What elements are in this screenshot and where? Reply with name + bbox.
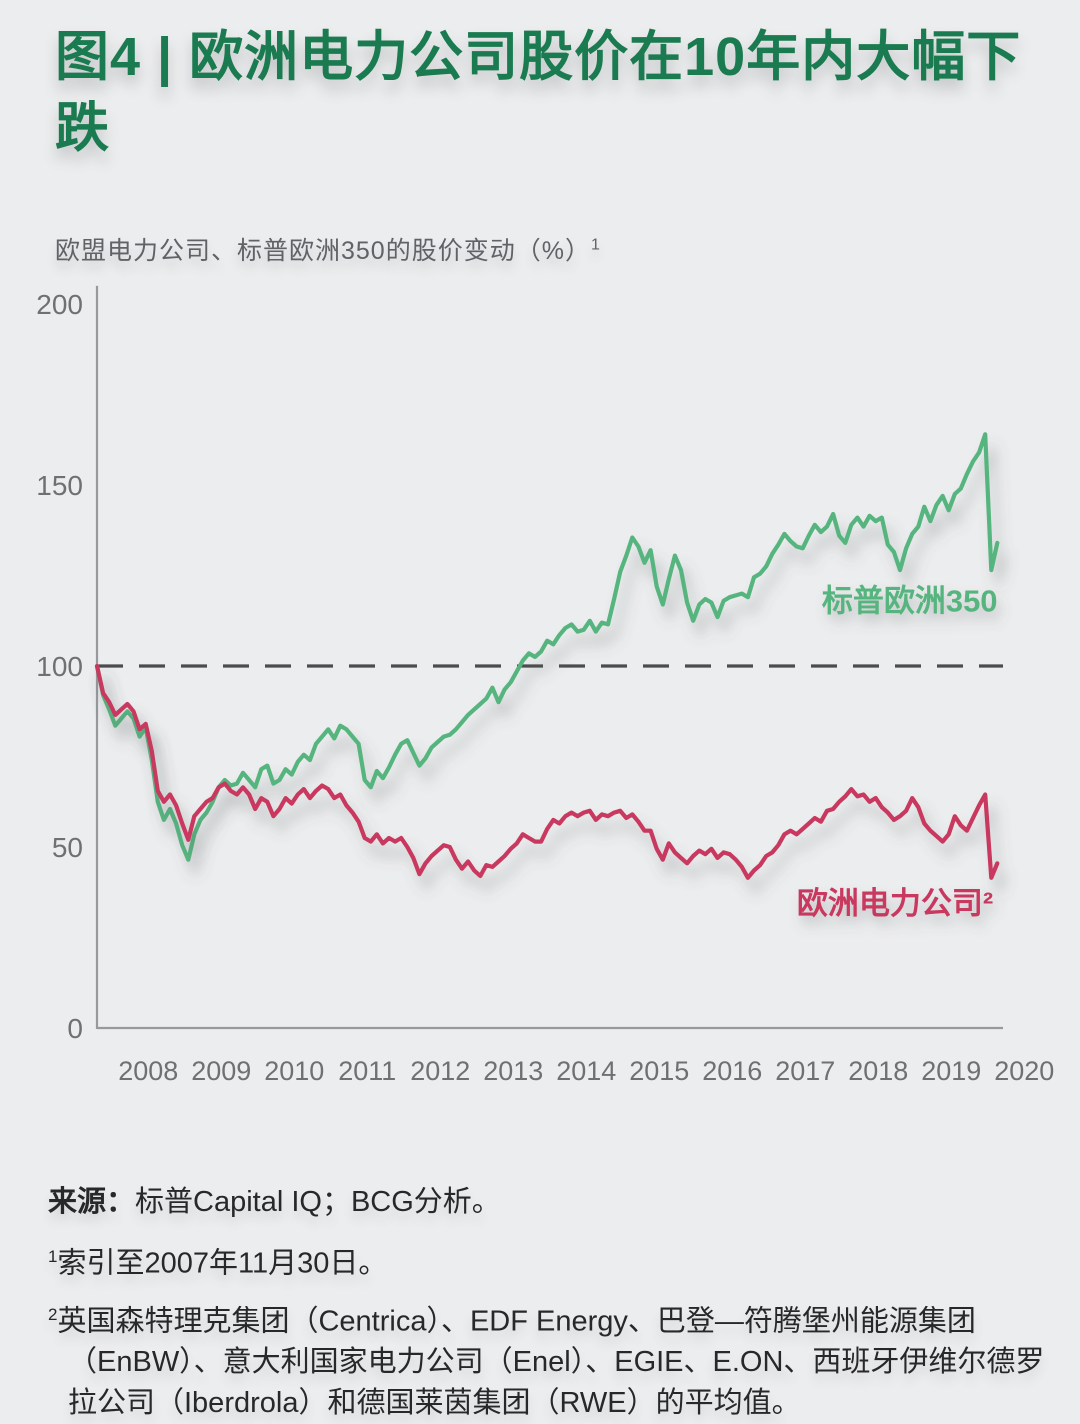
x-tick-label: 2010 xyxy=(264,1056,324,1086)
x-tick-label: 2014 xyxy=(556,1056,616,1086)
chart-footer: 来源：标普Capital IQ；BCG分析。 1索引至2007年11月30日。 … xyxy=(48,1182,1048,1424)
x-tick-label: 2013 xyxy=(483,1056,543,1086)
stock-price-chart: 0 50 100 150 200 2008 2009 2010 2011 2012 2013 2014… xyxy=(36,285,1054,1086)
x-tick-label: 2008 xyxy=(118,1056,178,1086)
x-tick-label: 2011 xyxy=(338,1056,396,1086)
footnote-2: 2英国森特理克集团（Centrica）、EDF Energy、巴登—符腾堡州能源… xyxy=(48,1294,1048,1424)
source-label: 来源： xyxy=(48,1186,136,1218)
chart-subtitle-text: 欧盟电力公司、标普欧洲350的股价变动（%） xyxy=(55,237,591,265)
subtitle-footnote-marker: 1 xyxy=(590,236,601,254)
footnote-1-text: 索引至2007年11月30日。 xyxy=(57,1247,388,1280)
footnote-2-text: 英国森特理克集团（Centrica）、EDF Energy、巴登—符腾堡州能源集… xyxy=(57,1305,1045,1420)
x-tick-label: 2016 xyxy=(702,1056,762,1086)
y-tick-label: 150 xyxy=(36,470,83,501)
x-tick-label: 2019 xyxy=(921,1056,981,1086)
x-tick-label: 2015 xyxy=(629,1056,689,1086)
y-tick-label: 0 xyxy=(67,1013,83,1044)
source-line: 来源：标普Capital IQ；BCG分析。 xyxy=(48,1182,1048,1223)
x-tick-label: 2012 xyxy=(410,1056,470,1086)
series-line-2 xyxy=(94,663,1000,880)
series-label-1: 标普欧洲350 xyxy=(822,584,998,619)
y-tick-label: 200 xyxy=(36,289,83,320)
series-line-1 xyxy=(94,432,1000,862)
x-tick-label: 2017 xyxy=(775,1056,835,1086)
figure-title: 图4 | 欧洲电力公司股价在10年内大幅下跌 xyxy=(55,27,1022,159)
footnote-1-marker: 1 xyxy=(48,1247,58,1266)
source-text: 标普Capital IQ；BCG分析。 xyxy=(135,1186,501,1218)
series-label-2: 欧洲电力公司² xyxy=(797,886,993,921)
y-tick-label: 50 xyxy=(52,832,83,863)
x-tick-label: 2009 xyxy=(191,1056,251,1086)
footnote-1: 1索引至2007年11月30日。 xyxy=(48,1236,1048,1285)
x-tick-label: 2018 xyxy=(848,1056,908,1086)
chart-subtitle: 欧盟电力公司、标普欧洲350的股价变动（%）1 xyxy=(55,231,601,267)
x-tick-label: 2020 xyxy=(994,1056,1054,1086)
footnote-2-marker: 2 xyxy=(48,1304,58,1324)
y-tick-label: 100 xyxy=(36,651,83,682)
